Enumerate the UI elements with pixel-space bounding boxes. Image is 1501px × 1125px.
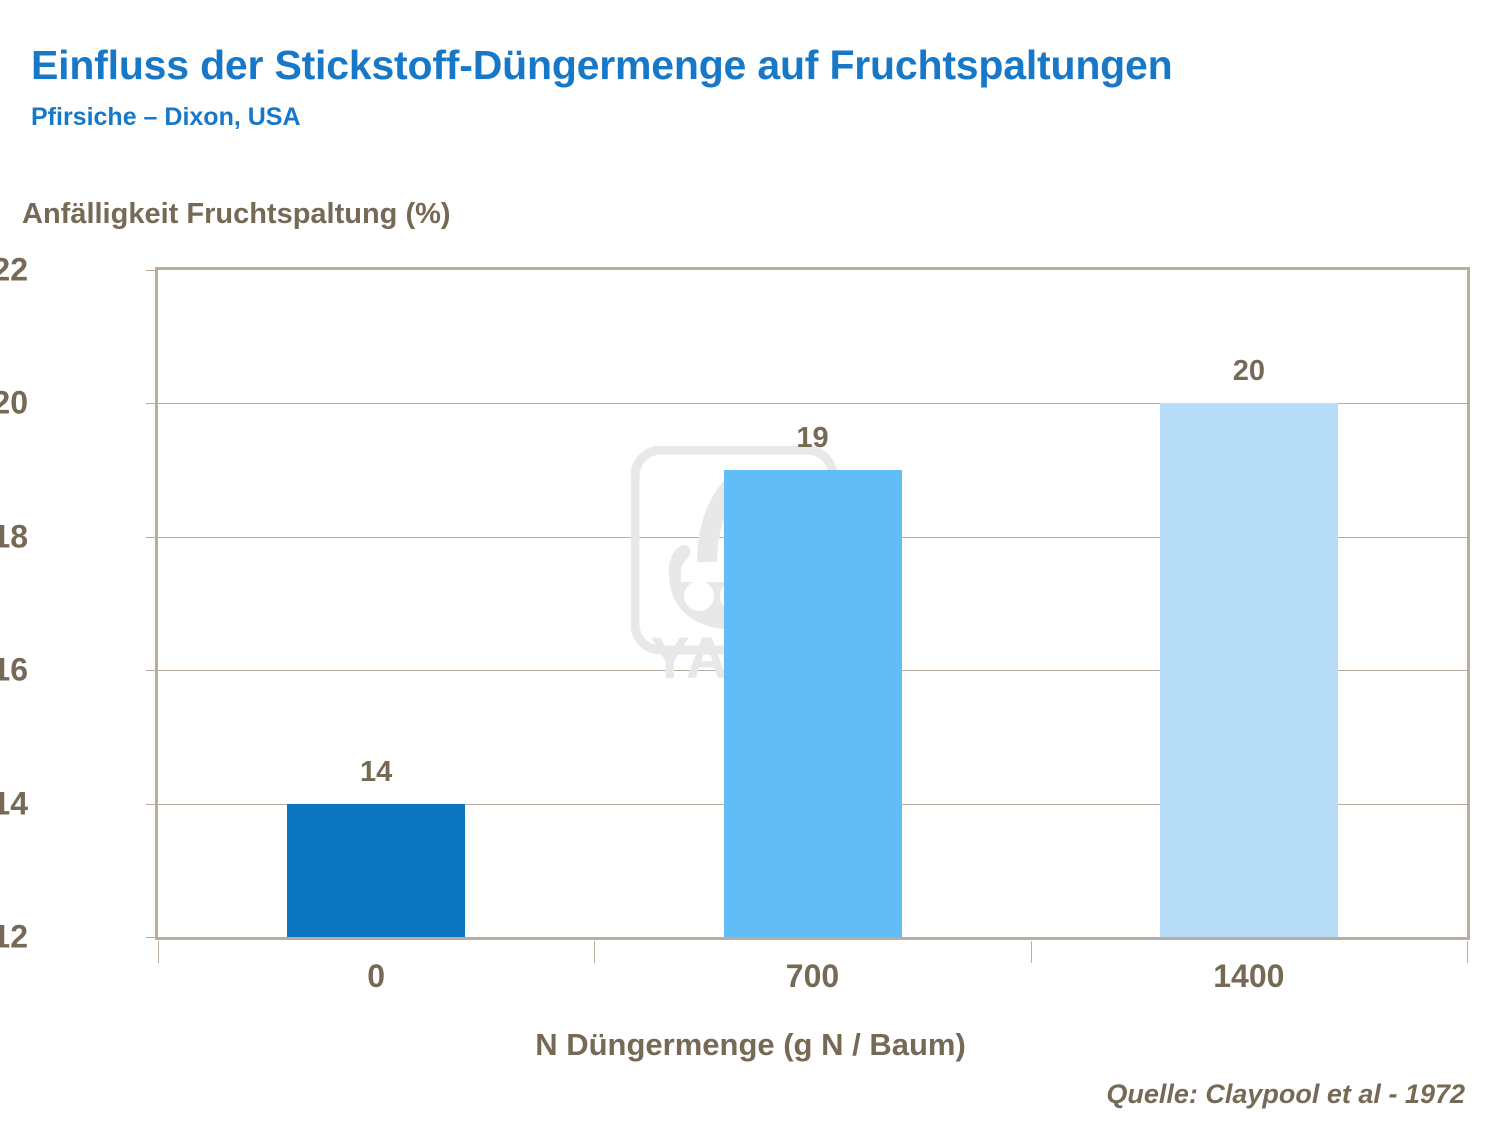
bar-1400[interactable]: [1159, 403, 1338, 937]
y-tick-label: 16: [0, 651, 28, 688]
x-tick-label: 700: [785, 958, 840, 994]
bar-value-label: 19: [796, 422, 829, 455]
y-tick-label: 22: [0, 251, 28, 288]
y-tick-mark: [146, 803, 155, 805]
bar-700[interactable]: [723, 470, 902, 937]
plot-area: YARA: [155, 267, 1470, 940]
x-tick-label: 0: [367, 958, 386, 994]
page-subtitle: Pfirsiche – Dixon, USA: [31, 103, 301, 131]
x-tick-mark: [1030, 941, 1032, 963]
y-tick-label: 20: [0, 384, 28, 421]
y-tick-mark: [146, 270, 155, 271]
bar-value-label: 14: [360, 755, 393, 788]
y-tick-mark: [146, 937, 155, 938]
gridline: [158, 403, 1467, 405]
x-tick-mark: [594, 941, 596, 963]
y-tick-label: 14: [0, 785, 28, 822]
source-note: Quelle: Claypool et al - 1972: [1106, 1079, 1465, 1109]
plot-inner: YARA: [158, 270, 1467, 937]
y-tick-mark: [146, 670, 155, 672]
x-tick-label: 1400: [1213, 958, 1285, 994]
y-tick-label: 18: [0, 518, 28, 555]
y-tick-mark: [146, 403, 155, 405]
page-title: Einfluss der Stickstoff-Düngermenge auf …: [31, 42, 1173, 88]
y-tick-mark: [146, 536, 155, 538]
bar-value-label: 20: [1232, 355, 1265, 388]
x-tick-mark: [1467, 941, 1468, 963]
y-tick-label: 12: [0, 918, 28, 955]
x-axis-title: N Düngermenge (g N / Baum): [535, 1027, 966, 1062]
x-tick-mark: [158, 941, 159, 963]
y-axis-title: Anfälligkeit Fruchtspaltung (%): [22, 198, 451, 230]
bar-0[interactable]: [287, 803, 466, 937]
